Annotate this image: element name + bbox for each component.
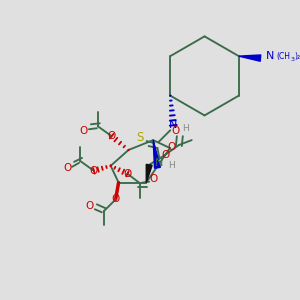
Text: N: N [155,158,164,168]
Text: O: O [80,126,88,136]
Text: )₂: )₂ [294,52,300,61]
Polygon shape [239,55,261,61]
Text: O: O [90,166,98,176]
Polygon shape [146,164,152,183]
Text: O: O [168,142,176,152]
Polygon shape [153,140,161,168]
Text: H: H [182,124,188,133]
Text: N: N [169,120,178,130]
Text: 3: 3 [290,57,294,62]
Text: O: O [172,126,180,136]
Text: O: O [149,174,157,184]
Text: O: O [112,194,120,204]
Text: O: O [86,201,94,211]
Text: H: H [168,161,175,170]
Text: O: O [107,131,116,141]
Text: S: S [136,131,143,144]
Text: O: O [123,169,132,179]
Text: N: N [266,51,274,61]
Text: O: O [161,150,169,160]
Text: O: O [63,163,71,173]
Text: (CH: (CH [276,52,290,61]
